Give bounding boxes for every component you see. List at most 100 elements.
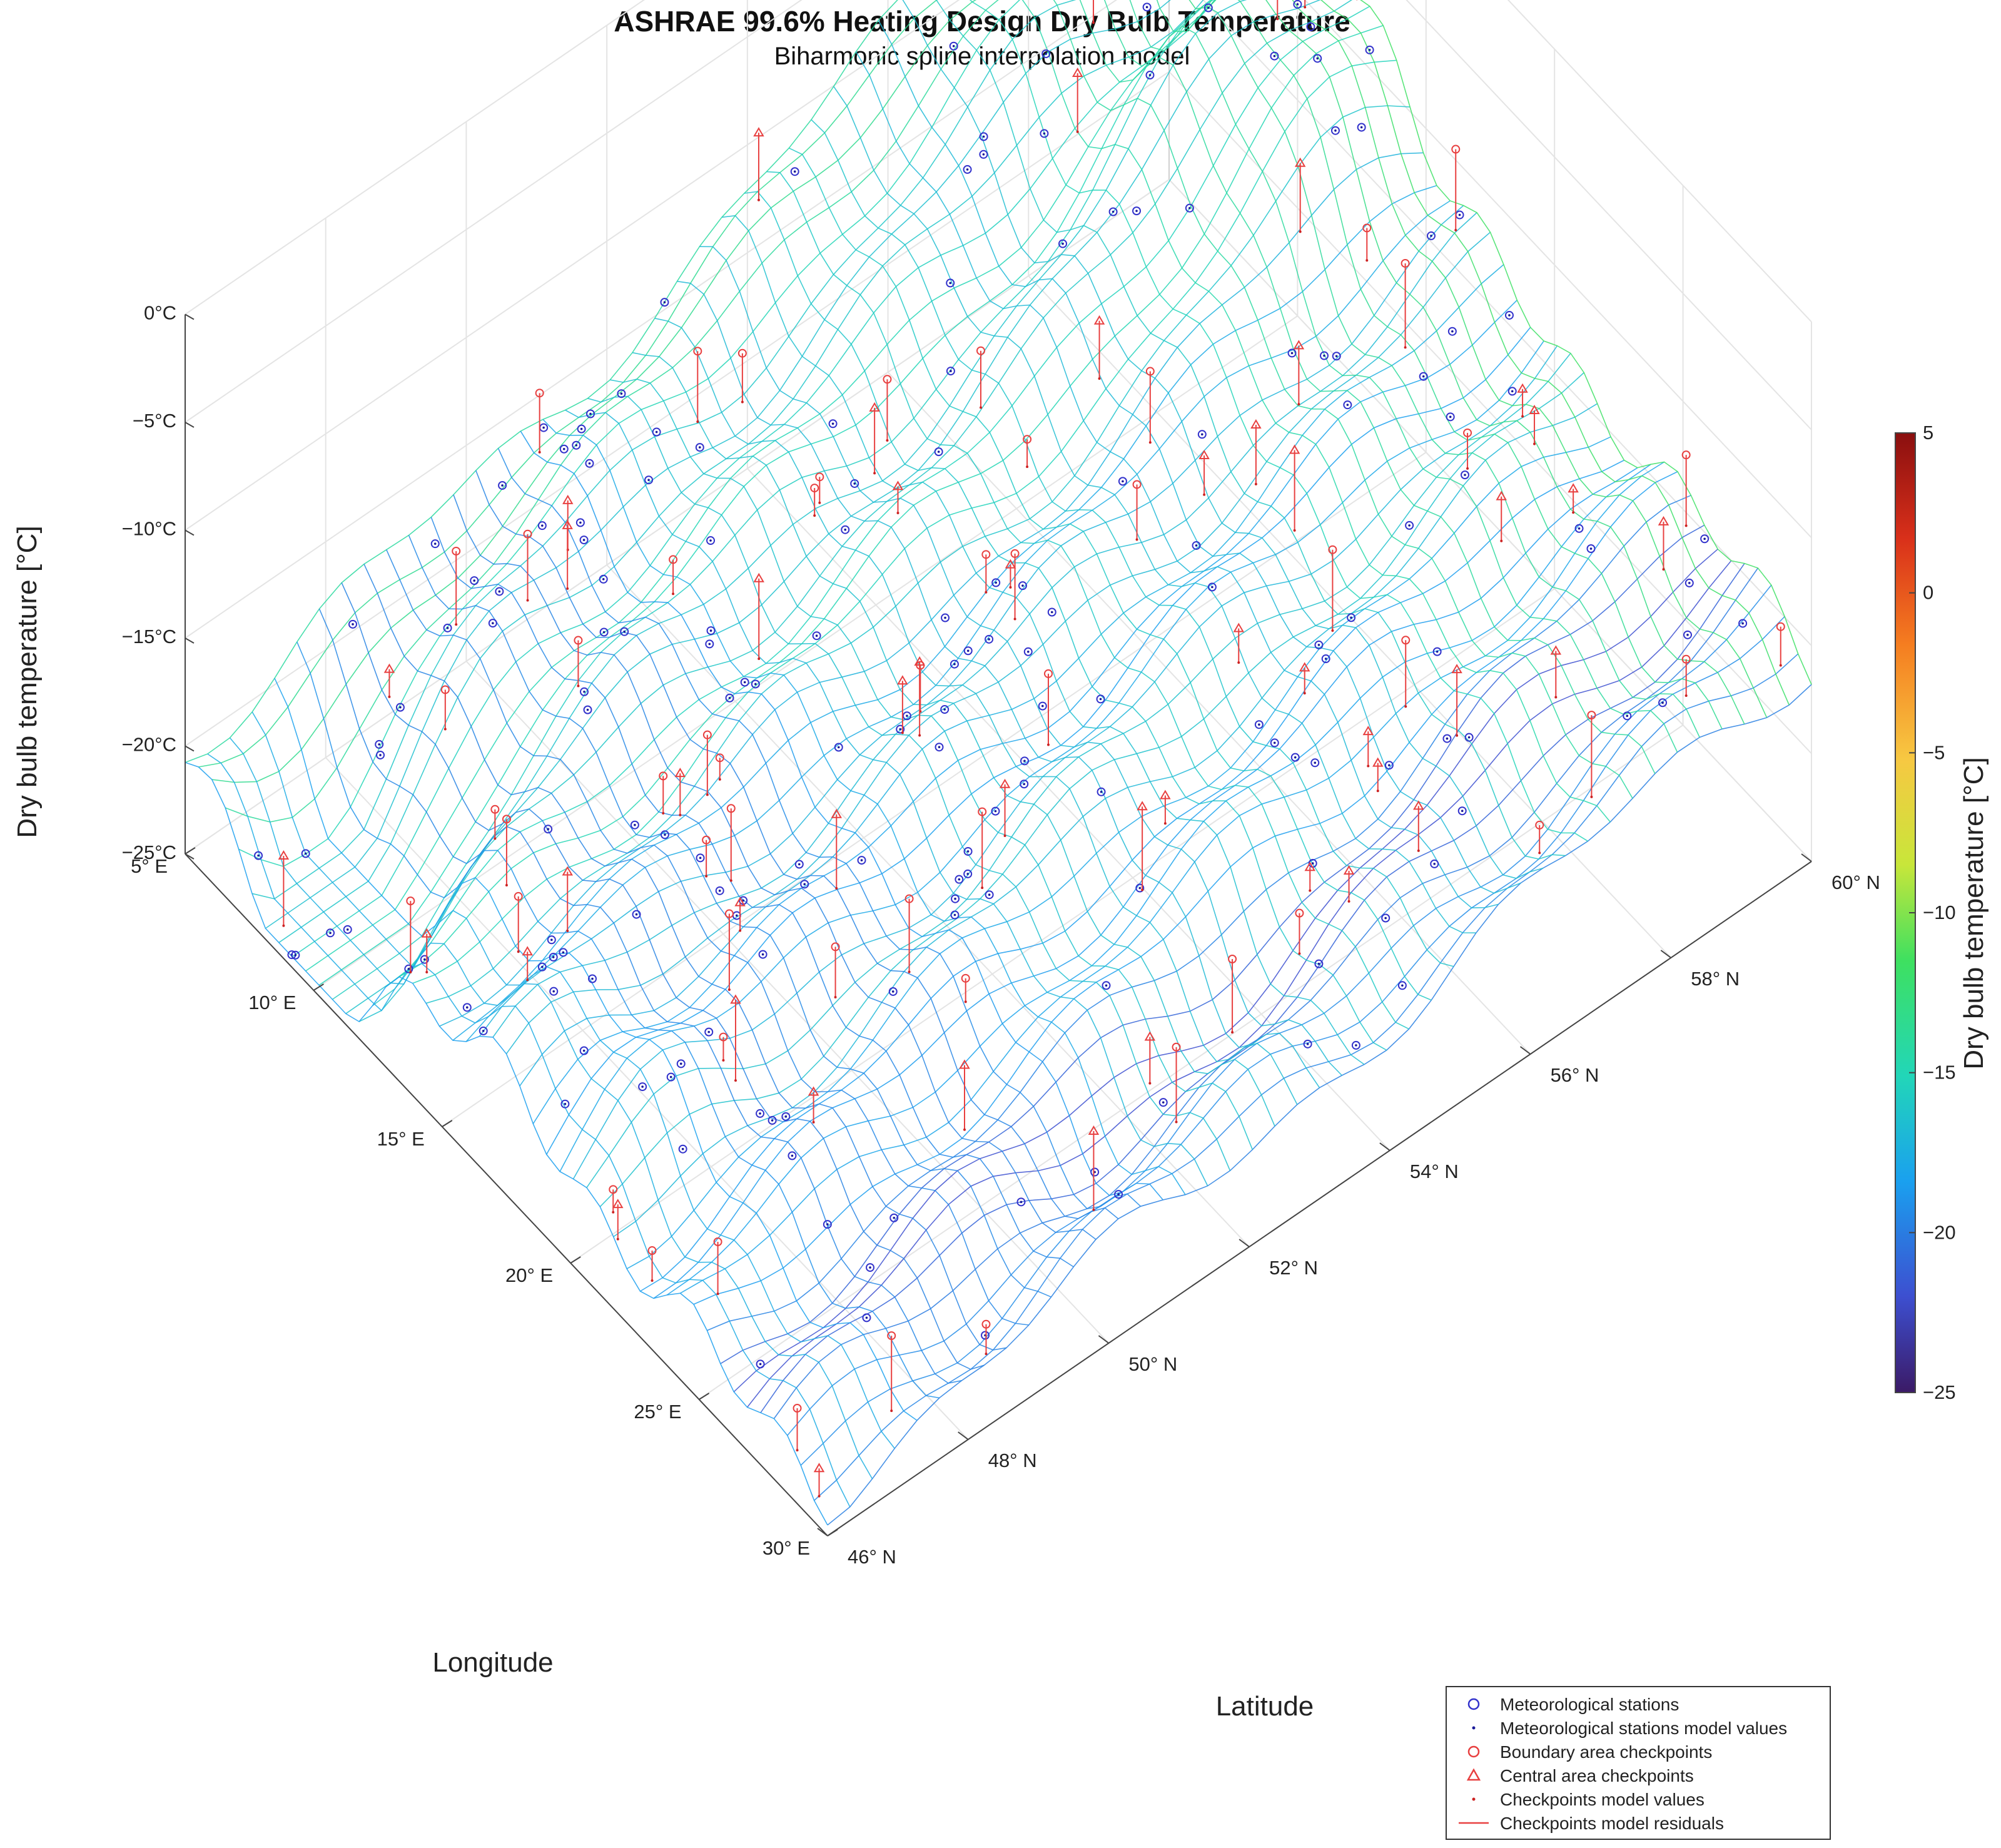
central-checkpoint — [1362, 726, 1374, 736]
boundary-checkpoint — [523, 529, 532, 539]
station-marker — [549, 952, 558, 962]
station-model-value — [708, 642, 711, 646]
boundary-checkpoint — [831, 942, 840, 952]
lon-tick — [185, 847, 196, 855]
z-gridline — [185, 0, 1812, 539]
station-model-value — [562, 951, 565, 954]
central-checkpoint — [562, 866, 573, 876]
central-checkpoint — [1529, 404, 1540, 414]
station-marker — [1058, 239, 1068, 248]
station-marker — [946, 367, 955, 376]
station-marker — [1319, 351, 1329, 360]
station-marker — [704, 1027, 714, 1037]
boundary-checkpoint — [1328, 545, 1337, 554]
central-checkpoint — [674, 768, 686, 778]
station-marker — [1114, 1190, 1123, 1199]
boundary-checkpoint — [535, 388, 544, 398]
station-marker — [404, 964, 413, 973]
lat-tick — [1239, 1239, 1250, 1247]
station-marker — [1040, 129, 1049, 138]
station-model-value — [1023, 783, 1026, 786]
checkpoint-model-value — [1135, 538, 1138, 541]
station-model-value — [465, 1006, 469, 1009]
boundary-checkpoint — [702, 730, 712, 739]
station-marker — [756, 1109, 765, 1118]
surface-line-lat — [363, 564, 1007, 1351]
station-marker — [1096, 694, 1105, 704]
station-model-value — [1511, 390, 1514, 393]
central-checkpoint — [999, 778, 1011, 788]
station-marker — [652, 427, 661, 437]
station-model-value — [865, 1316, 868, 1319]
station-model-value — [1021, 584, 1024, 587]
boundary-checkpoint — [726, 804, 736, 813]
boundary-checkpoint — [406, 896, 415, 906]
lat-gridline-floor — [325, 757, 969, 1440]
station-marker — [1343, 400, 1352, 410]
lon-gridline-floor — [442, 452, 1427, 1127]
checkpoint-model-value — [729, 879, 732, 882]
legend-marker — [1467, 1745, 1480, 1758]
surface-line-lat — [766, 171, 1409, 1030]
central-checkpoint — [753, 127, 764, 137]
station-marker — [588, 974, 597, 983]
central-checkpoint — [612, 1199, 624, 1209]
station-model-value — [1050, 611, 1053, 614]
station-model-value — [634, 823, 636, 826]
station-marker — [1457, 806, 1467, 816]
station-marker — [1397, 981, 1407, 990]
station-model-value — [761, 953, 764, 956]
lon-tick — [570, 1256, 581, 1264]
station-model-value — [952, 44, 955, 48]
station-marker — [725, 693, 734, 703]
central-checkpoint — [1658, 515, 1669, 525]
boundary-checkpoint — [1535, 820, 1544, 830]
station-marker — [660, 830, 669, 840]
checkpoint-model-value — [818, 1495, 821, 1498]
checkpoint-model-value — [908, 970, 911, 973]
station-marker — [1018, 581, 1027, 591]
checkpoint-model-value — [901, 731, 904, 734]
surface-line-lat — [318, 608, 962, 1384]
station-marker — [495, 587, 504, 596]
station-model-value — [1273, 54, 1276, 58]
surface-line-lat — [386, 549, 1029, 1326]
station-model-value — [564, 1102, 567, 1105]
legend-label: Checkpoints model values — [1500, 1790, 1705, 1809]
station-marker — [1447, 327, 1457, 336]
colorbar-tick-label: −25 — [1923, 1381, 1956, 1403]
station-model-value — [844, 528, 847, 531]
station-marker — [950, 659, 959, 669]
boundary-checkpoint — [976, 346, 985, 355]
station-model-value — [1314, 761, 1317, 764]
station-model-value — [589, 412, 592, 415]
station-marker — [963, 846, 973, 856]
checkpoint-model-value — [741, 400, 744, 404]
z-tick-label: −15°C — [122, 626, 176, 647]
station-marker — [1321, 654, 1330, 664]
station-model-value — [1741, 622, 1744, 625]
surface-line-lat — [855, 51, 1499, 909]
station-marker — [823, 1220, 832, 1229]
station-model-value — [1350, 616, 1352, 619]
central-checkpoint — [1343, 865, 1355, 875]
surface-line-lat — [1104, 0, 1678, 753]
surface-line-lon — [251, 0, 1076, 900]
station-model-value — [1433, 863, 1436, 865]
surface-line-lon — [185, 0, 898, 763]
lon-axis-line — [185, 853, 828, 1536]
station-marker — [1197, 430, 1207, 439]
station-model-value — [663, 301, 666, 303]
station-marker — [946, 278, 955, 288]
station-model-value — [1458, 213, 1461, 216]
checkpoint-model-value — [651, 1279, 654, 1282]
surface-line-lon — [760, 563, 1745, 1413]
checkpoint-model-value — [425, 970, 428, 973]
boundary-checkpoint — [1172, 1042, 1181, 1052]
station-model-value — [1273, 741, 1276, 744]
station-model-value — [759, 1363, 762, 1366]
station-model-value — [742, 899, 744, 902]
station-model-value — [1135, 210, 1138, 212]
central-checkpoint — [1198, 449, 1210, 459]
checkpoint-model-value — [612, 1211, 615, 1214]
